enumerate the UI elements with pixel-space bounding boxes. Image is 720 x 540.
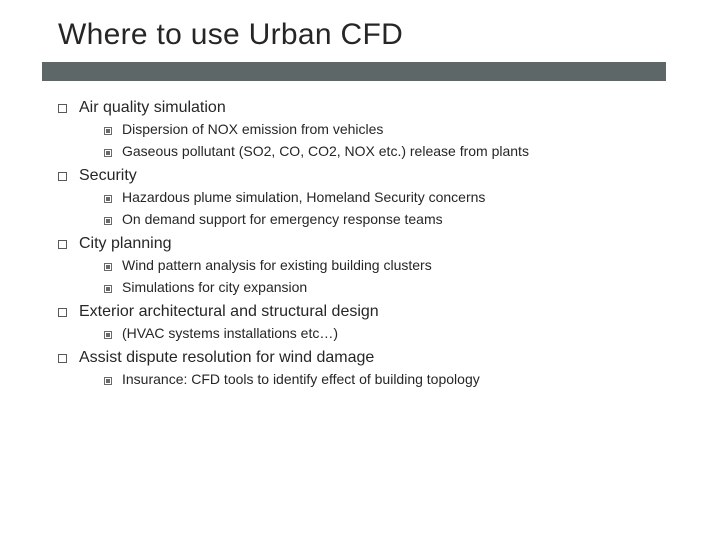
dotted-square-bullet-icon bbox=[104, 285, 112, 293]
list-item: Air quality simulation Dispersion of NOX … bbox=[58, 99, 690, 159]
dotted-square-bullet-icon bbox=[104, 263, 112, 271]
sub-list-item: Insurance: CFD tools to identify effect … bbox=[104, 371, 690, 387]
sub-list-item: Wind pattern analysis for existing build… bbox=[104, 257, 690, 273]
list-item-row: City planning bbox=[58, 235, 690, 253]
square-bullet-icon bbox=[58, 240, 67, 249]
slide-title: Where to use Urban CFD bbox=[58, 18, 720, 52]
list-item: Assist dispute resolution for wind damag… bbox=[58, 349, 690, 387]
square-bullet-icon bbox=[58, 354, 67, 363]
list-item-row: Air quality simulation bbox=[58, 99, 690, 117]
dotted-square-bullet-icon bbox=[104, 217, 112, 225]
list-item-row: Exterior architectural and structural de… bbox=[58, 303, 690, 321]
sub-list: Dispersion of NOX emission from vehicles… bbox=[104, 121, 690, 159]
list-item-row: Security bbox=[58, 167, 690, 185]
sub-list-item: Hazardous plume simulation, Homeland Sec… bbox=[104, 189, 690, 205]
sub-list: Hazardous plume simulation, Homeland Sec… bbox=[104, 189, 690, 227]
square-bullet-icon bbox=[58, 172, 67, 181]
sub-list: Insurance: CFD tools to identify effect … bbox=[104, 371, 690, 387]
sub-list-item: (HVAC systems installations etc…) bbox=[104, 325, 690, 341]
dotted-square-bullet-icon bbox=[104, 195, 112, 203]
accent-bar bbox=[42, 62, 666, 81]
slide: Where to use Urban CFD Air quality simul… bbox=[0, 0, 720, 540]
sub-list-item-text: Insurance: CFD tools to identify effect … bbox=[122, 371, 480, 387]
list-item-row: Assist dispute resolution for wind damag… bbox=[58, 349, 690, 367]
sub-list-item-text: Hazardous plume simulation, Homeland Sec… bbox=[122, 189, 485, 205]
sub-list-item-text: (HVAC systems installations etc…) bbox=[122, 325, 338, 341]
list-item-text: Security bbox=[79, 167, 137, 185]
list-item-text: City planning bbox=[79, 235, 172, 253]
list-item: City planning Wind pattern analysis for e… bbox=[58, 235, 690, 295]
dotted-square-bullet-icon bbox=[104, 377, 112, 385]
sub-list-item-text: Simulations for city expansion bbox=[122, 279, 307, 295]
sub-list-item: On demand support for emergency response… bbox=[104, 211, 690, 227]
dotted-square-bullet-icon bbox=[104, 149, 112, 157]
dotted-square-bullet-icon bbox=[104, 331, 112, 339]
sub-list-item-text: Wind pattern analysis for existing build… bbox=[122, 257, 432, 273]
sub-list-item-text: Dispersion of NOX emission from vehicles bbox=[122, 121, 383, 137]
sub-list-item-text: Gaseous pollutant (SO2, CO, CO2, NOX etc… bbox=[122, 143, 529, 159]
bullet-list: Air quality simulation Dispersion of NOX … bbox=[58, 99, 690, 387]
sub-list-item-text: On demand support for emergency response… bbox=[122, 211, 443, 227]
sub-list-item: Simulations for city expansion bbox=[104, 279, 690, 295]
sub-list-item: Gaseous pollutant (SO2, CO, CO2, NOX etc… bbox=[104, 143, 690, 159]
content-area: Air quality simulation Dispersion of NOX … bbox=[58, 99, 690, 387]
sub-list: (HVAC systems installations etc…) bbox=[104, 325, 690, 341]
sub-list-item: Dispersion of NOX emission from vehicles bbox=[104, 121, 690, 137]
sub-list: Wind pattern analysis for existing build… bbox=[104, 257, 690, 295]
list-item-text: Assist dispute resolution for wind damag… bbox=[79, 349, 374, 367]
list-item-text: Air quality simulation bbox=[79, 99, 226, 117]
square-bullet-icon bbox=[58, 308, 67, 317]
list-item-text: Exterior architectural and structural de… bbox=[79, 303, 379, 321]
list-item: Exterior architectural and structural de… bbox=[58, 303, 690, 341]
list-item: Security Hazardous plume simulation, Home… bbox=[58, 167, 690, 227]
dotted-square-bullet-icon bbox=[104, 127, 112, 135]
square-bullet-icon bbox=[58, 104, 67, 113]
